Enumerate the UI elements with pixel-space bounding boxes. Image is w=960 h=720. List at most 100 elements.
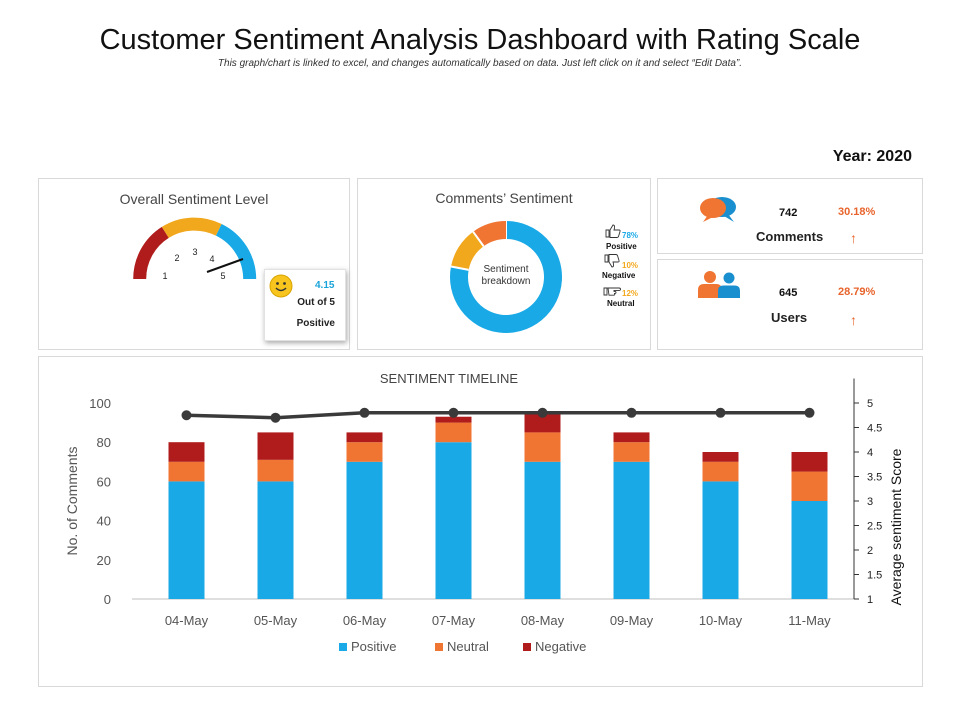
legend-label-positive: Positive — [351, 639, 397, 654]
bar-neutral — [791, 471, 828, 501]
comments-change-pct: 30.18% — [838, 206, 876, 218]
y2-tick-label: 1.5 — [867, 570, 882, 582]
negative-pct: 10% — [622, 261, 639, 270]
y2-tick-label: 5 — [867, 398, 873, 410]
users-label: Users — [771, 310, 808, 325]
sentiment-score-card: 4.15 Out of 5 Positive — [264, 269, 346, 341]
bar-positive — [168, 481, 205, 599]
users-up-arrow-icon: ↑ — [850, 312, 857, 328]
y2-tick-label: 3 — [867, 496, 873, 508]
y-tick-label: 100 — [89, 396, 111, 411]
sentiment-gauge: 1 2 3 4 5 — [133, 217, 257, 281]
bar-positive — [791, 501, 828, 599]
bar-neutral — [613, 442, 650, 462]
donut-center-label-line2: breakdown — [482, 276, 531, 287]
users-icon — [698, 271, 740, 298]
bar-positive — [613, 461, 650, 599]
bar-negative — [613, 432, 650, 443]
timeline-title: SENTIMENT TIMELINE — [380, 371, 519, 386]
users-count: 645 — [779, 287, 798, 299]
y2-tick-label: 3.5 — [867, 472, 882, 484]
bar-negative — [257, 432, 294, 460]
donut-center-label-line1: Sentiment — [483, 264, 528, 275]
legend-label-negative: Negative — [535, 639, 586, 654]
comments-label: Comments — [756, 229, 824, 244]
gauge-arc-positive — [215, 223, 257, 280]
sentiment-score-label: Positive — [296, 318, 335, 329]
users-stat-panel: 645 28.79% Users ↑ — [657, 259, 923, 350]
x-tick-label: 11-May — [788, 613, 831, 628]
average-score-point — [359, 407, 370, 418]
sentiment-score-value: 4.15 — [315, 280, 335, 291]
comments-up-arrow-icon: ↑ — [850, 230, 857, 246]
neutral-label: Neutral — [607, 299, 635, 308]
overall-sentiment-panel: Overall Sentiment Level 1 2 3 4 5 4.15 O… — [38, 178, 350, 350]
neutral-pct: 12% — [622, 289, 639, 298]
y-tick-label: 60 — [97, 474, 111, 489]
x-tick-label: 04-May — [165, 613, 209, 628]
negative-label: Negative — [602, 271, 636, 280]
page-title: Customer Sentiment Analysis Dashboard wi… — [99, 24, 861, 56]
sentiment-timeline-chart: SENTIMENT TIMELINE 0 20 40 60 80 100 No. of Com… — [64, 371, 904, 654]
smiley-face-icon — [269, 274, 293, 298]
comments-sentiment-panel: Comments’ Sentiment Sentiment breakdown … — [357, 178, 651, 350]
thumbs-down-icon — [604, 254, 620, 268]
average-score-point — [448, 407, 459, 418]
bar-negative — [435, 416, 472, 423]
comments-count: 742 — [779, 207, 798, 219]
bar-negative — [168, 442, 205, 462]
legend-swatch-neutral — [435, 643, 443, 651]
sentiment-score-scale: Out of 5 — [297, 297, 335, 308]
donut-slice-divider — [450, 265, 469, 271]
average-score-line — [186, 411, 810, 420]
y2-tick-label: 4 — [867, 447, 873, 459]
bar-neutral — [346, 442, 383, 462]
bar-neutral — [168, 461, 205, 482]
sentiment-donut-chart: Sentiment breakdown — [450, 221, 562, 333]
average-score-point — [715, 407, 726, 418]
pointing-hand-icon — [603, 287, 621, 296]
donut-slice-positive — [450, 221, 562, 333]
y-tick-label: 40 — [97, 514, 111, 529]
y-tick-label: 80 — [97, 435, 111, 450]
y2-tick-label: 1 — [867, 594, 873, 606]
x-tick-label: 08-May — [521, 613, 565, 628]
bar-neutral — [524, 432, 561, 462]
positive-pct: 78% — [622, 231, 639, 240]
gauge-arc-neutral — [161, 217, 222, 239]
gauge-needle — [206, 258, 244, 273]
y-tick-label: 0 — [104, 592, 111, 607]
bar-positive — [257, 481, 294, 599]
y2-tick-label: 2 — [867, 545, 873, 557]
donut-slice-divider — [472, 231, 485, 247]
bar-positive — [702, 481, 739, 599]
bar-negative — [791, 452, 828, 472]
users-change-pct: 28.79% — [838, 286, 876, 298]
gauge-tick-2: 2 — [174, 253, 179, 263]
average-score-point — [181, 410, 192, 421]
bar-neutral — [257, 459, 294, 482]
bar-positive — [435, 442, 472, 599]
gauge-tick-5: 5 — [220, 271, 225, 281]
average-score-point — [626, 407, 637, 418]
y2-tick-label: 4.5 — [867, 423, 882, 435]
year-label: Year: 2020 — [832, 148, 912, 165]
average-score-point — [804, 407, 815, 418]
bar-positive — [524, 461, 561, 599]
gauge-arc-negative — [133, 226, 170, 280]
sentiment-timeline-panel: SENTIMENT TIMELINE 0 20 40 60 80 100 No. of Com… — [38, 356, 923, 687]
overall-sentiment-title: Overall Sentiment Level — [119, 191, 269, 207]
x-tick-label: 05-May — [254, 613, 298, 628]
bar-neutral — [702, 461, 739, 482]
page-subtitle: This graph/chart is linked to excel, and… — [217, 58, 743, 69]
x-tick-label: 09-May — [610, 613, 654, 628]
legend-swatch-positive — [339, 643, 347, 651]
bar-positive — [346, 461, 383, 599]
y2-axis-title: Average sentiment Score — [888, 448, 904, 605]
gauge-tick-3: 3 — [192, 247, 197, 257]
y-tick-label: 20 — [97, 553, 111, 568]
bar-neutral — [435, 422, 472, 443]
bar-negative — [702, 452, 739, 462]
y-axis-title: No. of Comments — [64, 447, 80, 556]
x-tick-label: 07-May — [432, 613, 476, 628]
